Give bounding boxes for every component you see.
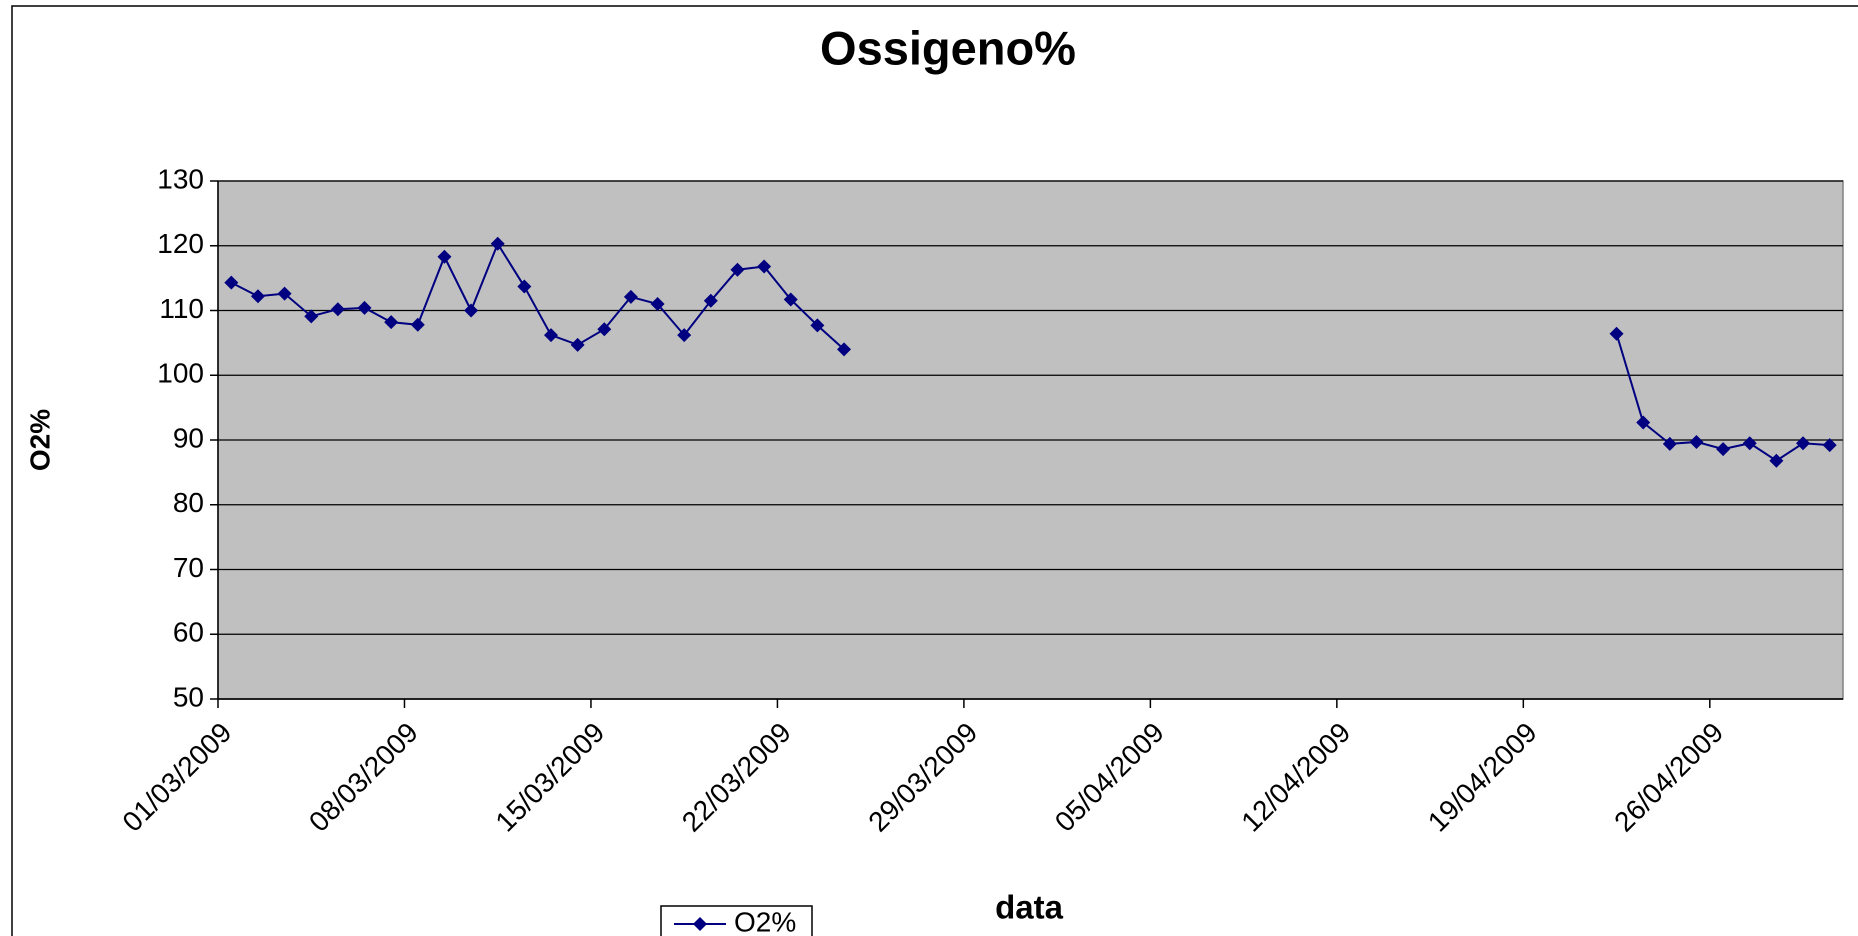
x-tick-label: 01/03/2009 [116, 717, 237, 838]
y-tick-label: 50 [173, 681, 204, 712]
data-point [623, 289, 638, 304]
data-point [810, 318, 825, 333]
data-point [1822, 438, 1837, 453]
data-point [757, 259, 772, 274]
y-tick-label: 110 [159, 293, 204, 324]
data-point [410, 317, 425, 332]
data-point [1689, 434, 1704, 449]
data-point [570, 337, 585, 352]
x-axis-label: data [995, 889, 1064, 926]
data-point [490, 236, 505, 251]
data-point [304, 309, 319, 324]
data-point [277, 286, 292, 301]
data-point [1609, 326, 1624, 341]
data-point [517, 279, 532, 294]
x-tick-label: 22/03/2009 [676, 717, 797, 838]
data-point [597, 322, 612, 337]
data-point [650, 297, 665, 312]
x-tick-label: 15/03/2009 [489, 717, 610, 838]
y-tick-label: 120 [157, 228, 204, 259]
legend-marker [693, 917, 707, 931]
y-tick-label: 80 [173, 487, 204, 518]
data-point [464, 303, 479, 318]
data-point [330, 302, 345, 317]
data-point [437, 249, 452, 264]
chart-border [11, 5, 1858, 936]
x-tick-label: 19/04/2009 [1422, 717, 1543, 838]
chart-title: Ossigeno% [820, 21, 1076, 74]
data-point [384, 315, 399, 330]
data-point [543, 328, 558, 343]
data-point [250, 289, 265, 304]
y-tick-label: 100 [157, 358, 204, 389]
data-point [1662, 436, 1677, 451]
x-tick-label: 26/04/2009 [1608, 717, 1729, 838]
data-point [1636, 415, 1651, 430]
y-tick-label: 70 [173, 552, 204, 583]
data-point [783, 292, 798, 307]
legend-box [660, 905, 813, 936]
data-point [224, 275, 239, 290]
x-tick-label: 08/03/2009 [303, 717, 424, 838]
y-tick-label: 90 [173, 422, 204, 453]
data-point [837, 342, 852, 357]
data-point [677, 328, 692, 343]
data-point [1796, 436, 1811, 451]
data-point [1716, 442, 1731, 457]
y-tick-label: 130 [157, 163, 204, 194]
data-point [703, 293, 718, 308]
data-point [730, 262, 745, 277]
data-point [357, 300, 372, 315]
x-tick-label: 12/04/2009 [1235, 717, 1356, 838]
y-tick-label: 60 [173, 617, 204, 648]
x-tick-label: 29/03/2009 [862, 717, 983, 838]
data-point [1769, 453, 1784, 468]
legend-label: O2% [734, 906, 796, 936]
y-axis-label: O2% [24, 409, 55, 471]
x-tick-label: 05/04/2009 [1049, 717, 1170, 838]
data-point [1742, 436, 1757, 451]
